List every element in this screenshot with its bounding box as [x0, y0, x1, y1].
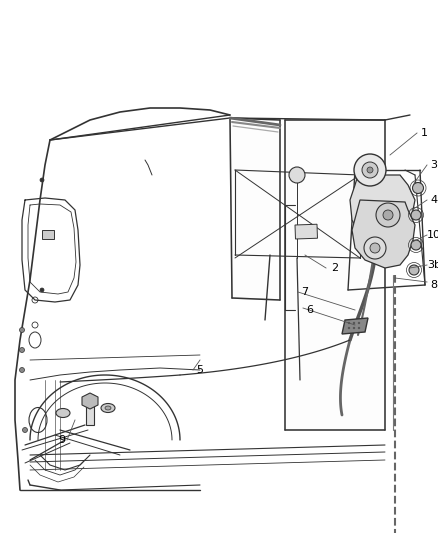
Circle shape	[408, 265, 418, 275]
Circle shape	[410, 210, 420, 220]
Circle shape	[40, 178, 44, 182]
Bar	[86, 395, 94, 425]
Circle shape	[412, 182, 423, 193]
Text: 10: 10	[426, 230, 438, 240]
Circle shape	[288, 167, 304, 183]
Text: 5: 5	[196, 365, 203, 375]
Circle shape	[19, 367, 25, 373]
Bar	[294, 224, 317, 239]
Text: 1: 1	[420, 128, 427, 138]
Circle shape	[353, 154, 385, 186]
Polygon shape	[230, 118, 279, 300]
Ellipse shape	[105, 406, 111, 410]
Circle shape	[347, 322, 350, 324]
Bar	[42, 230, 54, 239]
Circle shape	[363, 237, 385, 259]
Text: 7: 7	[301, 287, 308, 297]
Text: 9: 9	[58, 435, 65, 445]
Polygon shape	[349, 175, 414, 240]
Circle shape	[357, 327, 360, 329]
Polygon shape	[341, 318, 367, 334]
Text: 3b: 3b	[426, 260, 438, 270]
Text: 4: 4	[429, 195, 437, 205]
Circle shape	[357, 322, 360, 324]
Circle shape	[19, 327, 25, 333]
Circle shape	[410, 240, 420, 250]
Polygon shape	[82, 393, 98, 409]
Circle shape	[22, 427, 28, 432]
Polygon shape	[284, 120, 384, 430]
Circle shape	[352, 322, 354, 324]
Circle shape	[352, 327, 354, 329]
Circle shape	[19, 348, 25, 352]
Circle shape	[40, 288, 44, 292]
Circle shape	[361, 162, 377, 178]
Circle shape	[382, 210, 392, 220]
Text: 3: 3	[430, 160, 437, 170]
Text: 8: 8	[429, 280, 437, 290]
Ellipse shape	[101, 403, 115, 413]
Text: 2: 2	[331, 263, 338, 273]
Polygon shape	[351, 200, 414, 268]
Circle shape	[347, 327, 350, 329]
Circle shape	[366, 167, 372, 173]
Text: 6: 6	[306, 305, 313, 315]
Ellipse shape	[56, 408, 70, 417]
Circle shape	[369, 243, 379, 253]
Circle shape	[375, 203, 399, 227]
